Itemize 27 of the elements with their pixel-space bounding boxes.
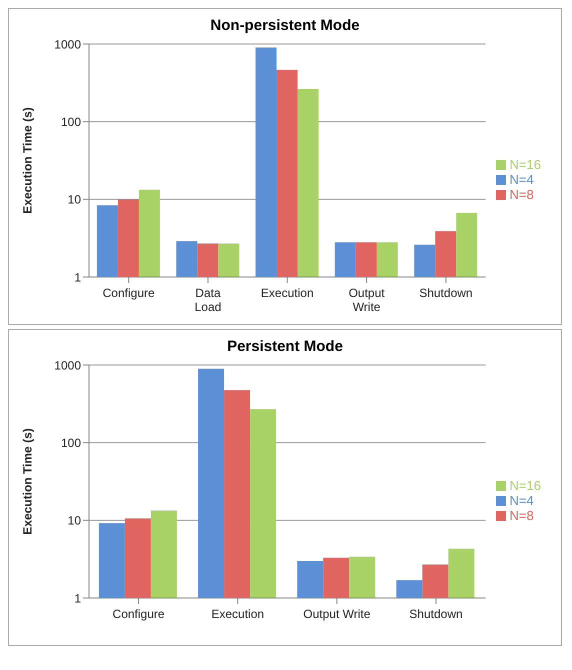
y-axis-title: Execution Time (s) — [20, 428, 34, 535]
x-tick-label: Configure — [112, 607, 165, 621]
legend-label: N=8 — [510, 186, 534, 202]
y-tick-label: 10 — [68, 192, 82, 207]
y-tick-label: 100 — [60, 436, 82, 450]
legend-label: N=4 — [510, 492, 534, 508]
chart-title: Persistent Mode — [226, 337, 344, 355]
y-tick-label: 1000 — [54, 358, 82, 372]
y-tick-label: 1 — [74, 270, 82, 284]
y-tick-label: 100 — [60, 114, 82, 129]
x-tick-label: Shutdown — [419, 286, 473, 300]
y-tick-label: 1 — [74, 591, 82, 606]
x-tick-label: Data Load — [194, 286, 222, 314]
legend-label: N=8 — [510, 508, 534, 522]
x-tick-label: Execution — [211, 607, 264, 621]
chart-title: Non-persistent Mode — [209, 16, 361, 34]
y-tick-label: 1000 — [54, 37, 82, 52]
y-tick-label: 10 — [68, 514, 82, 528]
x-tick-label: Configure — [102, 286, 155, 300]
legend-label: N=16 — [510, 156, 541, 172]
x-tick-label: Execution — [260, 286, 314, 300]
legend-label: N=16 — [510, 478, 541, 492]
x-tick-label: Output Write — [348, 286, 386, 314]
y-axis-title: Execution Time (s) — [20, 107, 34, 214]
x-tick-label: Shutdown — [409, 607, 463, 621]
x-tick-label: Output Write — [303, 607, 371, 621]
legend-label: N=4 — [510, 172, 534, 186]
